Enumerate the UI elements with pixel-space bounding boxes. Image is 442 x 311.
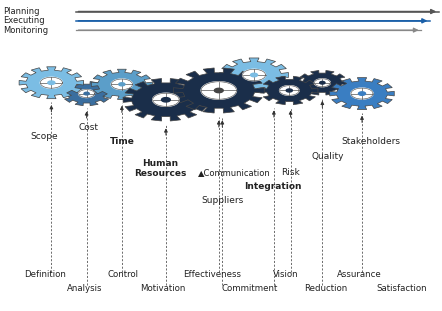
Text: Vision: Vision [274, 270, 299, 279]
Text: ▲Communication: ▲Communication [198, 168, 271, 177]
Polygon shape [111, 79, 133, 90]
Text: Scope: Scope [30, 132, 58, 141]
Text: Time: Time [110, 137, 134, 146]
Polygon shape [84, 92, 89, 95]
Text: Definition: Definition [24, 270, 66, 279]
Text: Commitment: Commitment [221, 284, 278, 293]
Polygon shape [40, 77, 62, 88]
Polygon shape [251, 73, 258, 77]
Polygon shape [358, 92, 366, 95]
Text: Assurance: Assurance [337, 270, 382, 279]
Text: Cost: Cost [79, 123, 99, 132]
Text: Reduction: Reduction [304, 284, 347, 293]
Polygon shape [152, 93, 179, 106]
Polygon shape [123, 79, 209, 121]
Polygon shape [320, 81, 325, 84]
Polygon shape [351, 88, 373, 99]
Text: Effectiveness: Effectiveness [183, 270, 241, 279]
Polygon shape [297, 71, 347, 95]
Polygon shape [243, 69, 266, 81]
Text: Quality: Quality [311, 152, 344, 161]
Polygon shape [62, 81, 111, 106]
Polygon shape [119, 83, 125, 86]
Text: Integration: Integration [244, 182, 302, 191]
Polygon shape [79, 90, 95, 98]
Polygon shape [161, 98, 170, 102]
Polygon shape [173, 68, 264, 113]
Text: Planning: Planning [3, 7, 39, 16]
Text: Risk: Risk [281, 168, 300, 177]
Polygon shape [314, 79, 330, 87]
Polygon shape [48, 81, 55, 85]
Text: Stakeholders: Stakeholders [341, 137, 400, 146]
Text: Satisfaction: Satisfaction [376, 284, 427, 293]
Text: Control: Control [108, 270, 139, 279]
Polygon shape [280, 86, 299, 95]
Polygon shape [261, 76, 318, 105]
Polygon shape [214, 88, 223, 93]
Text: Executing: Executing [3, 16, 45, 25]
Polygon shape [220, 58, 289, 92]
Polygon shape [201, 82, 236, 99]
Polygon shape [330, 78, 394, 109]
Text: Human
Resources: Human Resources [134, 159, 187, 178]
Polygon shape [286, 89, 292, 92]
Polygon shape [19, 67, 84, 99]
Text: Monitoring: Monitoring [3, 26, 48, 35]
Polygon shape [91, 69, 152, 100]
Text: Motivation: Motivation [140, 284, 186, 293]
Text: Analysis: Analysis [67, 284, 102, 293]
Text: Suppliers: Suppliers [201, 196, 244, 205]
